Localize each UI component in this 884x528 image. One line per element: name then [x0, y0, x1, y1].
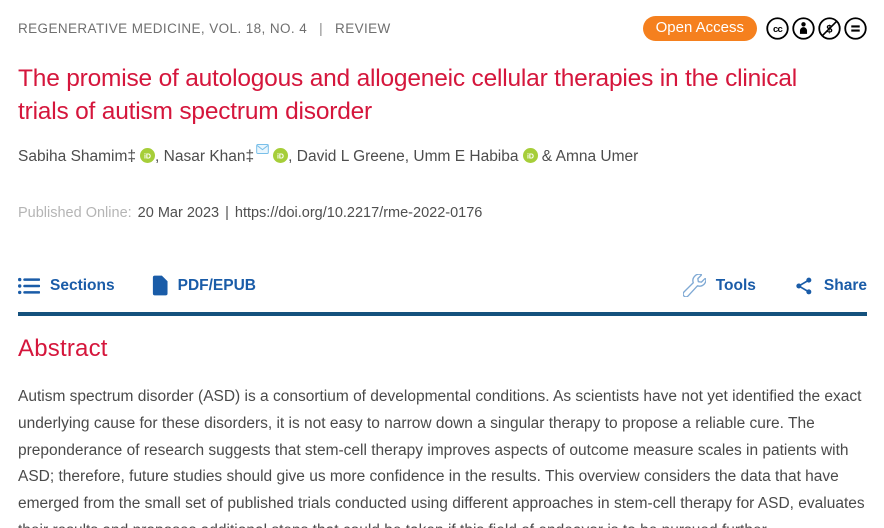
cc-nc-noncommercial-icon[interactable]: $: [818, 16, 841, 40]
author-separator: ,: [155, 148, 164, 165]
sections-button[interactable]: Sections: [18, 277, 115, 295]
author-separator: ,: [404, 148, 414, 165]
toolbar-right: Tools Share: [645, 274, 867, 297]
tools-button[interactable]: Tools: [682, 274, 756, 297]
open-access-badge[interactable]: Open Access: [642, 15, 757, 41]
author-name[interactable]: Amna Umer: [555, 148, 639, 165]
svg-text:cc: cc: [773, 23, 784, 34]
list-icon: [18, 277, 40, 294]
article-type-label: REVIEW: [335, 20, 391, 36]
cc-license-icon[interactable]: cc: [766, 16, 789, 40]
author-list: Sabiha Shamim‡ iD, Nasar Khan‡ iD, David L…: [18, 144, 867, 168]
author-name[interactable]: Nasar Khan‡: [163, 148, 255, 165]
share-icon: [796, 277, 812, 294]
doi-link[interactable]: https://doi.org/10.2217/rme-2022-0176: [234, 205, 483, 221]
email-icon[interactable]: [256, 144, 269, 154]
published-date: 20 Mar 2023: [137, 205, 220, 221]
cc-by-attribution-icon[interactable]: [792, 16, 815, 40]
article-title: The promise of autologous and allogeneic…: [18, 65, 798, 125]
author-name[interactable]: David L Greene: [296, 148, 405, 165]
document-icon: [152, 275, 168, 296]
article-toolbar: Sections PDF/EPUB Tools: [18, 274, 867, 297]
svg-text:iD: iD: [277, 154, 284, 161]
journal-meta: REGENERATIVE MEDICINE, VOL. 18, NO. 4 | …: [18, 21, 391, 36]
abstract-heading: Abstract: [18, 335, 108, 362]
tools-label: Tools: [715, 276, 756, 294]
abstract-text: Autism spectrum disorder (ASD) is a cons…: [18, 388, 865, 528]
doi-separator: |: [225, 205, 229, 221]
share-label: Share: [823, 276, 867, 294]
top-badges: Open Access cc $: [642, 15, 867, 41]
license-icons: cc $: [766, 16, 867, 40]
author-separator: ,: [288, 148, 297, 165]
pdf-epub-label: PDF/EPUB: [177, 276, 256, 294]
svg-text:iD: iD: [144, 154, 151, 161]
author-separator: &: [537, 148, 556, 165]
top-meta-row: REGENERATIVE MEDICINE, VOL. 18, NO. 4 | …: [18, 14, 867, 42]
toolbar-divider: [18, 312, 867, 316]
published-label: Published Online:: [18, 205, 132, 221]
sections-label: Sections: [50, 276, 115, 294]
share-button[interactable]: Share: [794, 276, 867, 296]
published-line: Published Online: 20 Mar 2023 | https://doi…: [18, 205, 867, 221]
author-name[interactable]: Umm E Habiba: [413, 148, 519, 165]
toolbar-left: Sections PDF/EPUB: [18, 275, 292, 296]
orcid-icon[interactable]: iD: [140, 148, 156, 163]
author-name[interactable]: Sabiha Shamim‡: [18, 148, 137, 165]
journal-volume-text: REGENERATIVE MEDICINE, VOL. 18, NO. 4: [18, 20, 308, 36]
cc-nd-noderivatives-icon[interactable]: [844, 16, 867, 40]
meta-separator: |: [319, 20, 324, 36]
svg-text:iD: iD: [526, 154, 533, 161]
pdf-epub-button[interactable]: PDF/EPUB: [151, 275, 256, 296]
orcid-icon[interactable]: iD: [522, 148, 538, 163]
orcid-icon[interactable]: iD: [273, 148, 289, 163]
wrench-icon: [682, 274, 706, 297]
